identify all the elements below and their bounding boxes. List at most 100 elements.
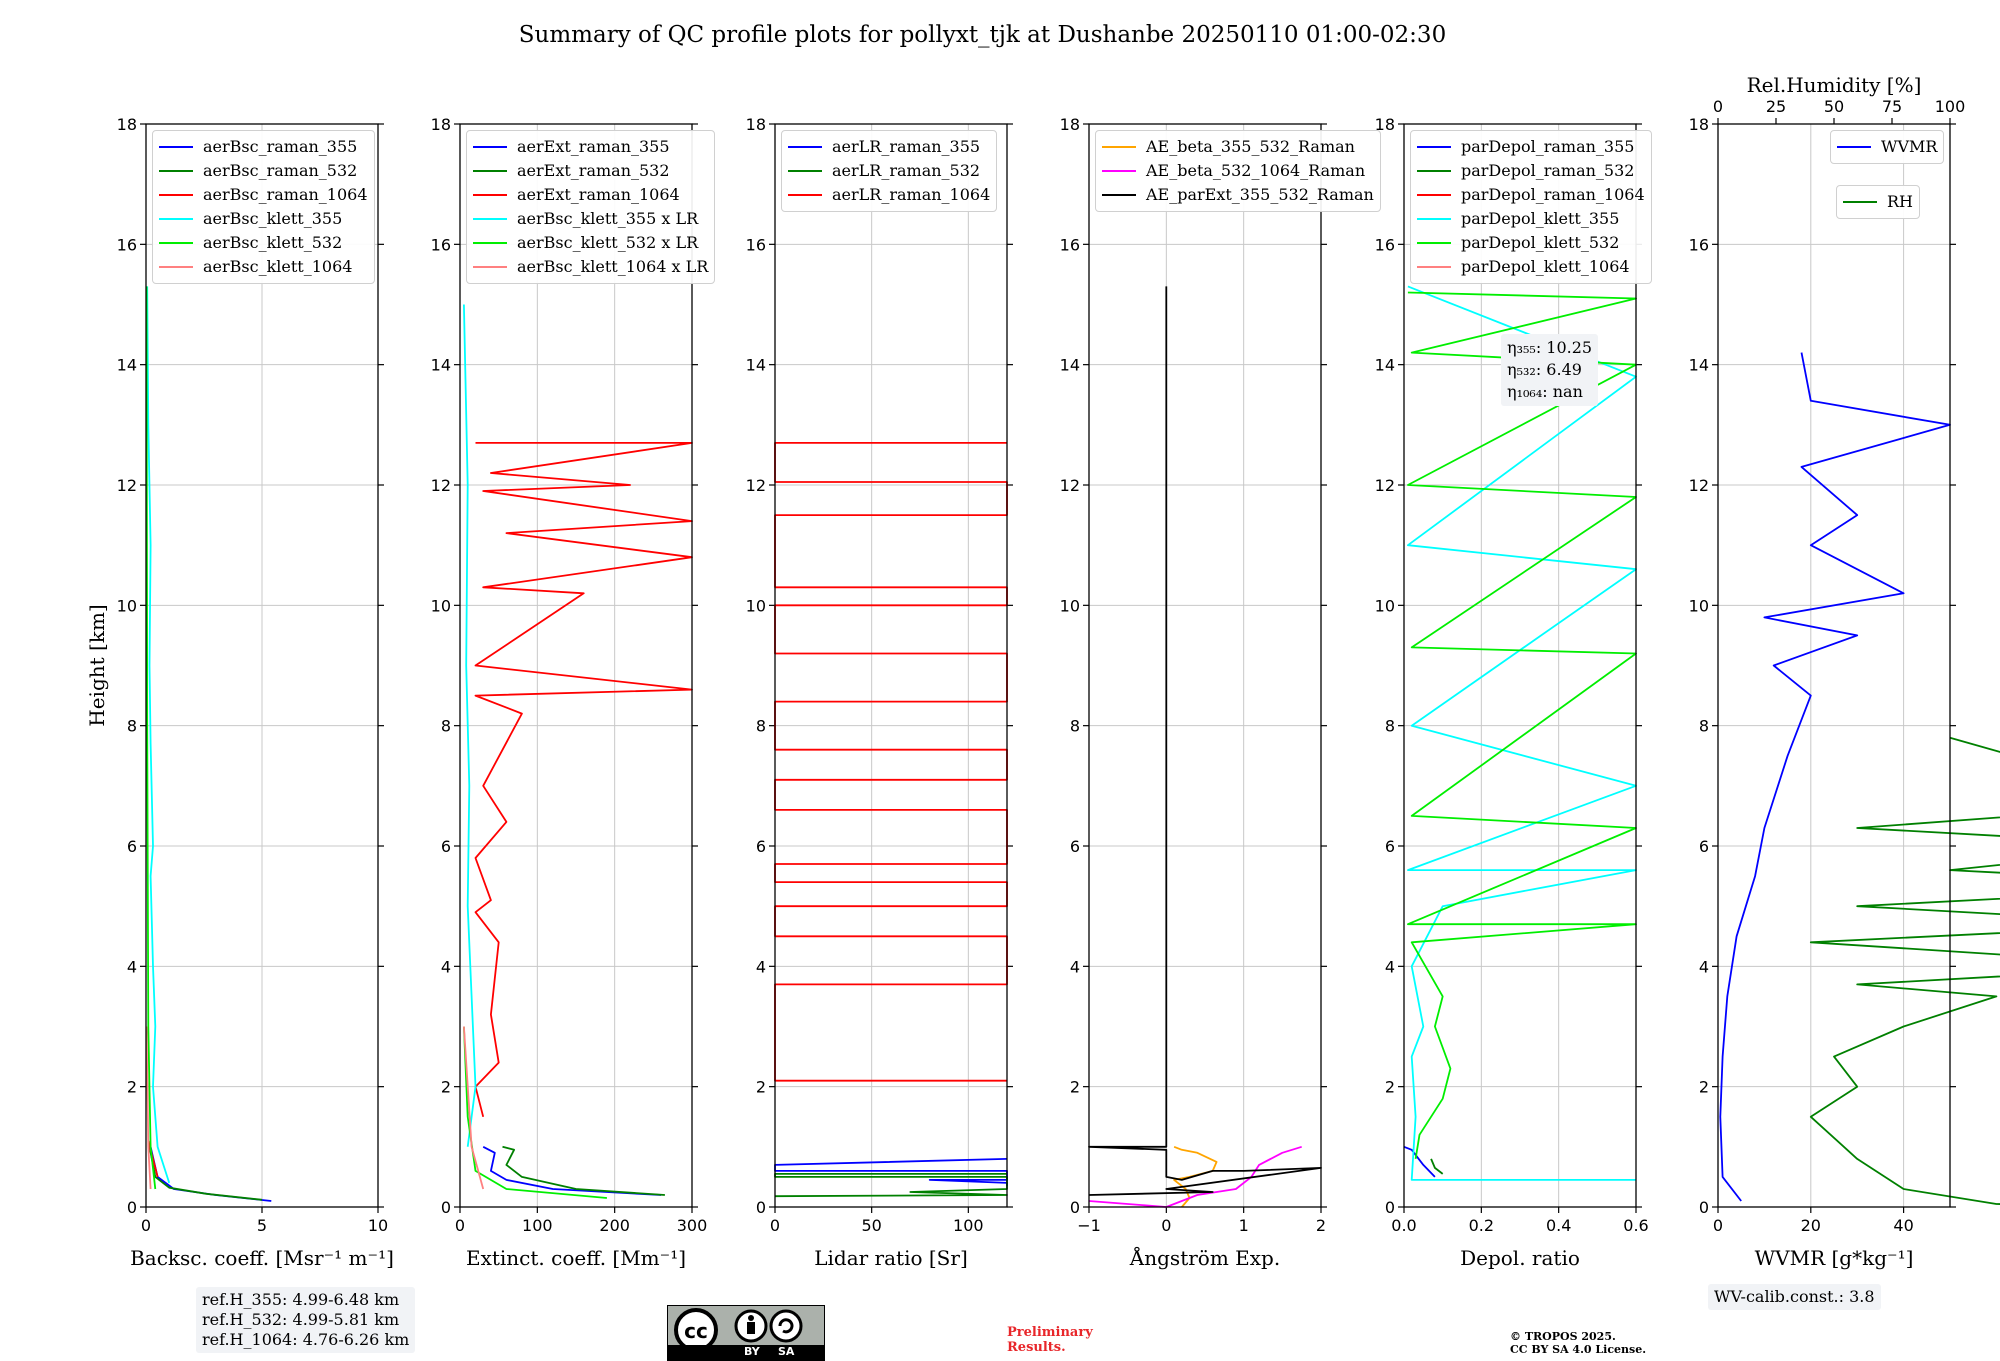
ref-height-box: ref.H_355: 4.99-6.48 km ref.H_532: 4.99-…	[196, 1287, 416, 1353]
legend-label: parDepol_klett_355	[1461, 209, 1620, 228]
legend-label: AE_beta_355_532_Raman	[1146, 137, 1355, 156]
legend-label: aerExt_raman_1064	[517, 185, 680, 204]
panel-6-ytick-label-7: 14	[1689, 356, 1709, 375]
panel-6-xtick-label-1: 20	[1801, 1216, 1821, 1235]
panel-3-series-0	[774, 1158, 1008, 1186]
legend-swatch	[1417, 218, 1451, 220]
panel-6-ytick-label-6: 12	[1689, 476, 1709, 495]
sa-circle-icon	[769, 1309, 803, 1343]
legend-entry: aerLR_raman_355	[788, 135, 990, 159]
legend-label: aerLR_raman_532	[832, 161, 981, 180]
panel-1-series-5	[145, 1026, 152, 1190]
legend-swatch	[788, 146, 822, 148]
panel-6-series-1	[1809, 736, 2000, 1205]
panel-6-x2tick-label-1: 25	[1766, 97, 1786, 116]
panel-3-ytick-label-8: 16	[746, 235, 766, 254]
panel-4-ytick-label-5: 10	[1060, 596, 1080, 615]
panel-6-legend-0: WVMR	[1830, 130, 1945, 164]
panel-6-ytick-label-9: 18	[1689, 115, 1709, 134]
panel-5-ytick-label-8: 16	[1375, 235, 1395, 254]
by-person-body	[747, 1322, 755, 1334]
legend-label: parDepol_raman_1064	[1461, 185, 1645, 204]
panel-3-ytick-label-1: 2	[756, 1078, 766, 1097]
legend-entry: aerExt_raman_1064	[473, 183, 708, 207]
legend-entry: aerBsc_klett_355 x LR	[473, 207, 708, 231]
panel-1-ytick-label-2: 4	[127, 957, 137, 976]
panel-5-xtick-label-3: 0.6	[1623, 1216, 1648, 1235]
y-axis-label: Height [km]	[85, 604, 109, 726]
legend-swatch	[473, 146, 507, 148]
panel-4-series-1	[1088, 1145, 1302, 1208]
panel-6-x2tick-label-4: 100	[1935, 97, 1966, 116]
legend-entry: parDepol_raman_355	[1417, 135, 1645, 159]
panel-6-xtick-label-0: 0	[1713, 1216, 1723, 1235]
panel-3-ytick-label-6: 12	[746, 476, 766, 495]
legend-entry: AE_beta_355_532_Raman	[1102, 135, 1374, 159]
legend-swatch	[473, 242, 507, 244]
panel-4-ytick-label-2: 4	[1070, 957, 1080, 976]
cc-by-label: BY	[744, 1345, 760, 1358]
panel-1-ytick-label-9: 18	[117, 115, 137, 134]
panel-2-ytick-label-5: 10	[431, 596, 451, 615]
panel-5-ytick-label-9: 18	[1375, 115, 1395, 134]
legend-label: aerBsc_klett_355	[203, 209, 343, 228]
by-person-head	[748, 1315, 754, 1321]
legend-swatch	[159, 266, 193, 268]
panel-2-xtick-label-2: 200	[599, 1216, 630, 1235]
panel-5-ytick-label-5: 10	[1375, 596, 1395, 615]
legend-swatch	[1417, 146, 1451, 148]
cc-icons: cc	[674, 1308, 803, 1346]
panel-4-xtick-label-2: 1	[1239, 1216, 1249, 1235]
panel-5-legend: parDepol_raman_355 parDepol_raman_532 parD…	[1410, 130, 1652, 284]
copyright-note: © TROPOS 2025. CC BY SA 4.0 License.	[1510, 1330, 1646, 1356]
panel-2-ytick-label-1: 2	[441, 1078, 451, 1097]
eta-1064: η₁₀₆₄: nan	[1507, 382, 1583, 401]
panel-2-ytick-label-6: 12	[431, 476, 451, 495]
panel-6-legend-1: RH	[1836, 185, 1920, 219]
legend-swatch	[473, 266, 507, 268]
panel-2-ytick-label-2: 4	[441, 957, 451, 976]
panel-6-x2label: Rel.Humidity [%]	[1747, 73, 1922, 97]
legend-swatch	[788, 170, 822, 172]
legend-label: aerBsc_klett_1064 x LR	[517, 257, 709, 276]
panel-1-xtick-label-2: 10	[368, 1216, 388, 1235]
legend-swatch	[788, 194, 822, 196]
legend-label: aerBsc_klett_1064	[203, 257, 353, 276]
panel-2-series-0	[482, 1146, 662, 1196]
panel-3-xlabel: Lidar ratio [Sr]	[814, 1246, 968, 1270]
panel-4-legend: AE_beta_355_532_Raman AE_beta_532_1064_Ra…	[1095, 130, 1381, 212]
panel-2-ytick-label-8: 16	[431, 235, 451, 254]
legend-label: parDepol_klett_532	[1461, 233, 1620, 252]
eta-box: η₃₅₅: 10.25 η₅₃₂: 6.49 η₁₀₆₄: nan	[1501, 334, 1599, 406]
panel-3-ytick-label-2: 4	[756, 957, 766, 976]
panel-4-frame	[1088, 123, 1322, 1208]
panel-5-ytick-label-1: 2	[1385, 1078, 1395, 1097]
eta-532: η₅₃₂: 6.49	[1507, 360, 1582, 379]
legend-swatch	[1417, 266, 1451, 268]
legend-swatch	[473, 194, 507, 196]
panel-1-ytick-label-0: 0	[127, 1198, 137, 1217]
legend-swatch	[159, 194, 193, 196]
figure-title: Summary of QC profile plots for pollyxt_…	[518, 22, 1447, 48]
legend-label: parDepol_raman_355	[1461, 137, 1635, 156]
cc-sa-label: SA	[778, 1345, 795, 1358]
panel-6-ytick-label-8: 16	[1689, 235, 1709, 254]
panel-4-ytick-label-4: 8	[1070, 717, 1080, 736]
panel-6-ytick-label-5: 10	[1689, 596, 1709, 615]
panel-4-ytick-label-0: 0	[1070, 1198, 1080, 1217]
panel-3-ytick-label-7: 14	[746, 356, 766, 375]
legend-swatch	[159, 146, 193, 148]
wv-calib-box: WV-calib.const.: 3.8	[1708, 1284, 1881, 1310]
panel-4-xtick-label-0: −1	[1077, 1216, 1101, 1235]
panel-1-series-4	[145, 286, 157, 1190]
panel-2-ytick-label-3: 6	[441, 837, 451, 856]
panel-2-series-4	[463, 1026, 607, 1199]
panel-5-ytick-label-0: 0	[1385, 1198, 1395, 1217]
panel-2-legend: aerExt_raman_355 aerExt_raman_532 aerExt_r…	[466, 130, 716, 284]
legend-entry: RH	[1843, 190, 1913, 214]
legend-label: aerExt_raman_532	[517, 161, 670, 180]
legend-swatch	[159, 242, 193, 244]
panel-2-ytick-label-4: 8	[441, 717, 451, 736]
panel-2-ytick-label-9: 18	[431, 115, 451, 134]
